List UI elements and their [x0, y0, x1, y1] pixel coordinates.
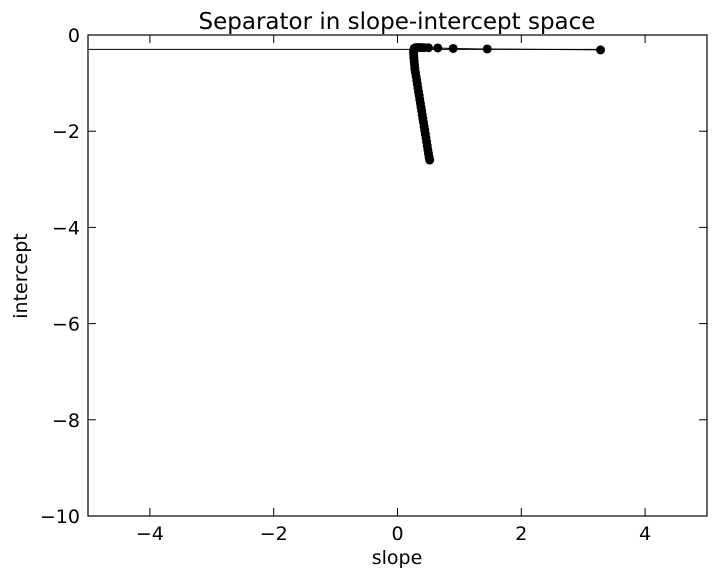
series-line [413, 47, 601, 161]
x-tick-label: 0 [391, 523, 403, 545]
data-point [425, 155, 435, 165]
data-point [433, 43, 443, 53]
data-point [448, 43, 458, 53]
plot-content [88, 43, 606, 165]
y-tick-label: −4 [52, 217, 80, 239]
x-tick-label: 4 [639, 523, 651, 545]
data-point [482, 44, 492, 54]
x-axis-label: slope [372, 547, 423, 569]
axis-ticks: −4 −2 0 2 4 0 −2 −4 −6 −8 −10 [40, 25, 707, 545]
y-tick-label: −6 [52, 314, 80, 336]
chart-title: Separator in slope-intercept space [199, 9, 596, 35]
x-tick-label: −2 [260, 523, 288, 545]
plot-frame [87, 34, 708, 517]
y-axis-label: intercept [10, 233, 32, 319]
y-tick-label: −10 [40, 506, 80, 528]
y-tick-label: −2 [52, 121, 80, 143]
y-tick-label: 0 [68, 25, 80, 47]
y-tick-label: −8 [52, 410, 80, 432]
x-tick-label: −4 [136, 523, 164, 545]
x-tick-label: 2 [515, 523, 527, 545]
data-point [596, 45, 606, 55]
